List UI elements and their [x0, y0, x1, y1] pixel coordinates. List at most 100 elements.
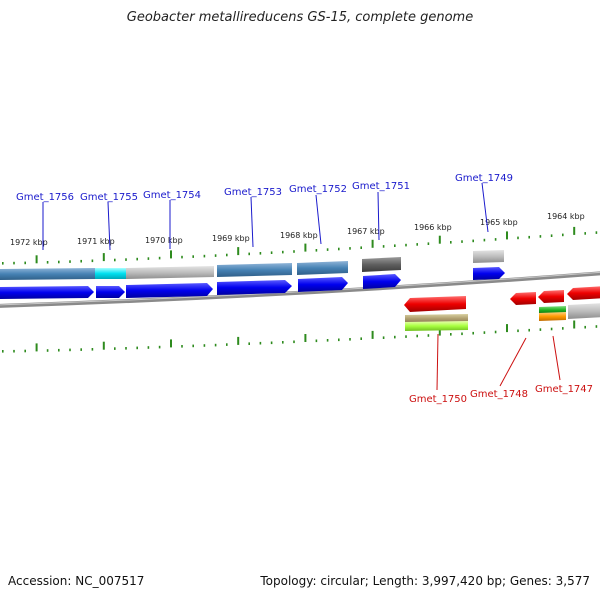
- lower-scale-major-tick: [573, 320, 576, 329]
- lower-scale-major-tick: [237, 336, 240, 345]
- gene-label-gmet-1753[interactable]: Gmet_1753: [224, 187, 282, 198]
- upper-scale-minor-tick: [226, 253, 228, 257]
- lower-scale-minor-tick: [349, 338, 351, 341]
- lower-scale-minor-tick: [203, 344, 206, 347]
- lower-scale-minor-tick: [360, 337, 362, 340]
- lower-scale-minor-tick: [315, 339, 318, 343]
- upper-scale-major-tick: [237, 247, 240, 256]
- lower-scale-major-tick: [170, 339, 172, 348]
- upper-scale-minor-tick: [58, 260, 60, 264]
- top-leader-lines: [42, 182, 489, 251]
- lower-scale-minor-tick: [326, 339, 329, 342]
- lower-scale-minor-tick: [483, 331, 486, 334]
- feature-block-1756: [0, 268, 95, 280]
- upper-scale-minor-tick: [382, 245, 385, 248]
- scale-label-1965: 1965 kbp: [480, 218, 518, 227]
- upper-scale-minor-tick: [125, 258, 127, 261]
- gene-arrow-1753: [217, 280, 292, 295]
- upper-scale-minor-tick: [326, 248, 329, 251]
- gene-label-gmet-1748[interactable]: Gmet_1748: [470, 389, 528, 400]
- feature-block-1755: [95, 268, 126, 279]
- upper-scale-minor-tick: [595, 231, 598, 234]
- feature-block-1748a: [539, 306, 566, 314]
- lower-scale-minor-tick: [539, 328, 542, 331]
- upper-scale-minor-tick: [315, 249, 318, 252]
- upper-scale-major-tick: [35, 255, 38, 264]
- lower-scale-minor-tick: [46, 349, 49, 352]
- map-title: Geobacter metallireducens GS-15, complet…: [126, 10, 474, 25]
- lower-scale-minor-tick: [338, 338, 340, 342]
- upper-scale-minor-tick: [270, 251, 273, 254]
- upper-scale-minor-tick: [550, 234, 553, 237]
- lower-scale-minor-tick: [382, 336, 385, 339]
- gene-arrow-1748a: [510, 292, 536, 305]
- upper-scale-minor-tick: [136, 257, 138, 261]
- lower-scale-minor-tick: [158, 345, 161, 349]
- feature-block-1753: [217, 263, 292, 277]
- lower-scale-dots: [2, 320, 598, 353]
- feature-block-1754: [126, 266, 214, 279]
- genome-summary-text: Topology: circular; Length: 3,997,420 bp…: [260, 574, 590, 588]
- gene-arrow-1748b: [538, 290, 564, 303]
- feature-block-1748b: [539, 312, 566, 321]
- lower-scale-minor-tick: [550, 327, 553, 331]
- upper-scale-minor-tick: [416, 243, 418, 246]
- upper-scale-major-tick: [438, 235, 441, 244]
- upper-scale-minor-tick: [282, 250, 284, 254]
- gene-arrow-1756: [0, 286, 94, 299]
- upper-scale-minor-tick: [360, 246, 362, 249]
- lower-scale-minor-tick: [405, 335, 407, 338]
- scale-label-1967: 1967 kbp: [347, 227, 385, 236]
- scale-label-1971: 1971 kbp: [77, 237, 115, 246]
- lower-scale-minor-tick: [226, 343, 228, 346]
- upper-scale-minor-tick: [24, 261, 26, 265]
- upper-scale-minor-tick: [181, 255, 183, 259]
- lower-scale-minor-tick: [80, 348, 82, 351]
- upper-scale-major-tick: [371, 239, 374, 248]
- lower-scale-major-tick: [102, 341, 105, 350]
- lower-scale-minor-tick: [58, 348, 60, 352]
- scale-label-1966: 1966 kbp: [414, 223, 452, 232]
- upper-scale-minor-tick: [248, 252, 250, 256]
- lower-scale-minor-tick: [13, 349, 15, 353]
- lower-scale-minor-tick: [282, 341, 284, 344]
- upper-scale-major-tick: [304, 243, 307, 252]
- upper-scale-major-tick: [102, 253, 105, 262]
- upper-scale-minor-tick: [46, 261, 49, 264]
- gene-label-gmet-1750[interactable]: Gmet_1750: [409, 394, 467, 405]
- upper-scale-minor-tick: [80, 259, 82, 263]
- upper-scale-minor-tick: [394, 244, 396, 247]
- gene-arrow-1754: [126, 283, 213, 298]
- feature-block-1751: [362, 257, 401, 272]
- lower-scale-minor-tick: [528, 328, 530, 332]
- gene-arrow-1752: [298, 277, 348, 292]
- gene-label-gmet-1752[interactable]: Gmet_1752: [289, 184, 347, 195]
- upper-scale-minor-tick: [562, 233, 564, 237]
- upper-scale-minor-tick: [517, 236, 519, 240]
- upper-scale-major-tick: [506, 231, 508, 240]
- feature-block-1749: [473, 250, 504, 263]
- gene-arrow-1749: [473, 267, 505, 280]
- upper-scale-minor-tick: [472, 239, 474, 243]
- lower-scale-minor-tick: [517, 329, 519, 333]
- scale-label-1969: 1969 kbp: [212, 234, 250, 243]
- lower-scale-minor-tick: [91, 348, 94, 351]
- lower-scale-minor-tick: [595, 325, 598, 328]
- lower-scale-minor-tick: [394, 335, 396, 339]
- gene-label-gmet-1747[interactable]: Gmet_1747: [535, 384, 593, 395]
- upper-scale-minor-tick: [13, 261, 15, 265]
- lower-scale-minor-tick: [181, 345, 183, 348]
- gene-label-gmet-1756[interactable]: Gmet_1756: [16, 192, 74, 203]
- lower-scale-minor-tick: [24, 349, 26, 353]
- genome-backbone: [0, 271, 600, 308]
- lower-scale-minor-tick: [270, 341, 273, 345]
- upper-scale-minor-tick: [69, 260, 71, 263]
- scale-label-1972: 1972 kbp: [10, 238, 48, 247]
- feature-block-1747: [568, 303, 600, 319]
- lower-scale-minor-tick: [416, 334, 418, 338]
- gene-label-gmet-1749[interactable]: Gmet_1749: [455, 173, 513, 184]
- gene-label-gmet-1751[interactable]: Gmet_1751: [352, 181, 410, 192]
- gene-label-gmet-1754[interactable]: Gmet_1754: [143, 190, 201, 201]
- lower-scale-minor-tick: [461, 332, 463, 336]
- gene-label-gmet-1755[interactable]: Gmet_1755: [80, 192, 138, 203]
